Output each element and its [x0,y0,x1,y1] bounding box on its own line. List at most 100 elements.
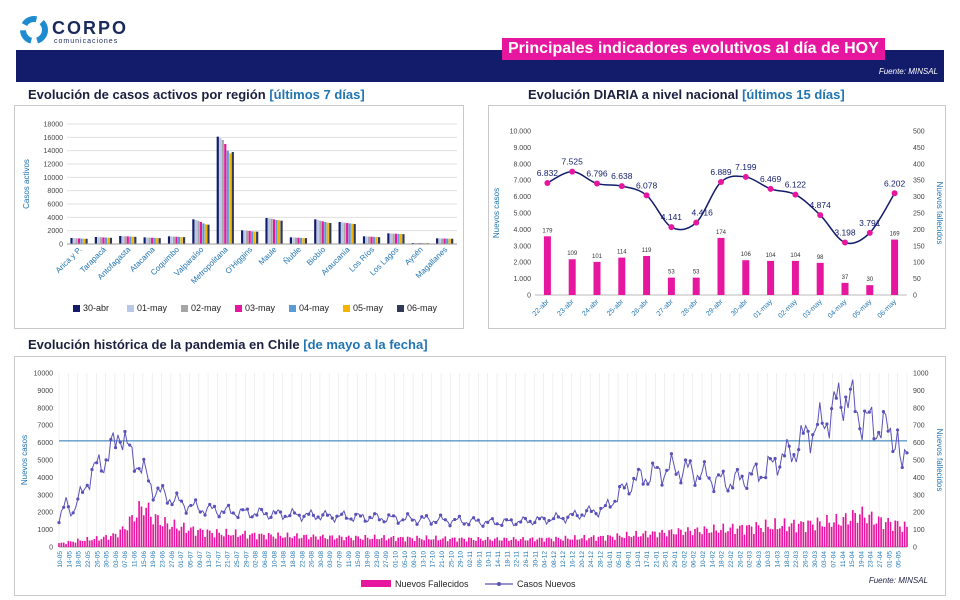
history-legend-deaths-swatch [361,580,391,587]
history-cases-point [415,522,419,526]
history-deaths-bar [828,522,831,547]
history-cases-point [396,521,400,525]
regional-bar [229,153,232,244]
history-x-tick: 18-11 [504,551,511,568]
daily-cases-point [817,212,824,219]
regional-bar [253,231,256,244]
regional-legend-label: 30-abr [83,303,109,313]
history-deaths-bar [470,537,473,547]
history-deaths-bar [717,532,720,547]
source-top-value: MINSAL [908,67,938,76]
daily-deaths-label: 174 [716,230,727,236]
history-cases-point [627,492,631,496]
regional-y-tick: 2000 [47,228,63,235]
history-deaths-bar [376,539,378,547]
history-deaths-bar [102,536,105,547]
history-deaths-bar [404,541,407,547]
regional-bar [362,236,366,244]
regional-chart-title: Evolución de casos activos por región [ú… [28,87,365,102]
history-cases-point [552,516,556,521]
history-cases-point [665,468,669,472]
history-deaths-bar [837,524,840,547]
history-deaths-bar [654,531,656,547]
daily-cases-label: 4.874 [810,200,832,210]
history-y-right-tick: 200 [913,510,925,517]
history-x-tick: 17-07 [215,551,222,568]
history-deaths-bar [314,536,317,547]
regional-x-tick: Ñuble [282,245,304,267]
history-deaths-bar [788,526,791,547]
history-cases-point [825,422,829,426]
daily-cases-label: 6.202 [884,178,906,188]
regional-bar [346,223,349,244]
history-deaths-bar [347,535,350,547]
history-x-tick: 10-11 [486,551,493,568]
source-top-label: Fuente: [878,67,906,76]
history-deaths-bar [842,517,845,547]
daily-cases-label: 6.889 [710,167,732,177]
daily-cases-point [668,224,675,231]
daily-y-right-tick: 300 [913,194,925,201]
history-x-tick: 10-05 [57,551,64,568]
regional-bar [124,236,127,244]
regional-bar [158,238,161,244]
history-x-tick: 05-01 [616,551,623,568]
history-x-tick: 01-07 [178,551,185,568]
daily-deaths-label: 104 [790,253,801,259]
regional-bar [246,230,249,244]
history-deaths-bar [192,526,195,547]
history-deaths-bar [324,538,327,547]
source-bottom-label: Fuente: [868,576,896,585]
regional-bar [219,138,222,244]
history-y-left-tick: 9000 [37,388,53,395]
history-deaths-bar [326,539,329,547]
history-cases-point [264,511,268,516]
history-x-tick: 25-07 [234,551,241,568]
daily-cases-label: 6.078 [636,180,658,190]
daily-title-accent: [últimos 15 días] [742,87,845,102]
history-deaths-bar [649,534,652,547]
history-cases-point [316,515,320,519]
history-deaths-bar [260,533,263,547]
daily-y-left-tick: 10.000 [510,129,532,136]
history-x-tick: 07-04 [830,551,837,568]
regional-bar [72,238,76,244]
history-cases-point [62,505,66,509]
history-deaths-bar [618,535,621,547]
history-deaths-bar [109,535,112,547]
history-deaths-bar [439,539,442,547]
history-cases-point [867,410,871,414]
history-x-tick: 02-03 [747,551,754,568]
regional-bar [399,234,403,244]
history-deaths-bar [477,537,480,547]
daily-x-tick: 05-may [852,298,874,320]
history-deaths-bar [524,540,527,547]
regional-bar [370,236,373,244]
history-deaths-bar [755,522,758,547]
history-deaths-bar [505,538,508,547]
history-cases-point [646,482,650,486]
history-deaths-bar [807,520,809,547]
regional-bar [270,218,273,244]
history-y-right-tick: 900 [913,388,925,395]
history-deaths-bar [708,532,710,547]
history-deaths-bar [453,537,456,547]
history-cases-point [434,520,438,525]
daily-cases-label: 6.122 [785,180,807,190]
daily-deaths-bar [791,260,799,295]
daily-cases-label: 4.416 [692,208,714,218]
daily-x-tick: 25-abr [606,298,626,318]
history-cases-point [363,519,367,523]
history-x-tick: 11-09 [346,551,353,568]
history-x-tick: 10-03 [765,551,772,568]
regional-bar [316,220,319,244]
history-x-tick: 14-03 [775,551,782,568]
daily-x-tick: 23-abr [556,298,576,318]
history-deaths-bar [100,539,103,547]
daily-cases-label: 6.638 [611,171,633,181]
history-deaths-bar [357,536,359,547]
daily-deaths-bar [543,236,551,295]
history-deaths-bar [578,539,581,547]
history-deaths-bar [738,525,741,547]
history-deaths-bar [343,540,345,547]
